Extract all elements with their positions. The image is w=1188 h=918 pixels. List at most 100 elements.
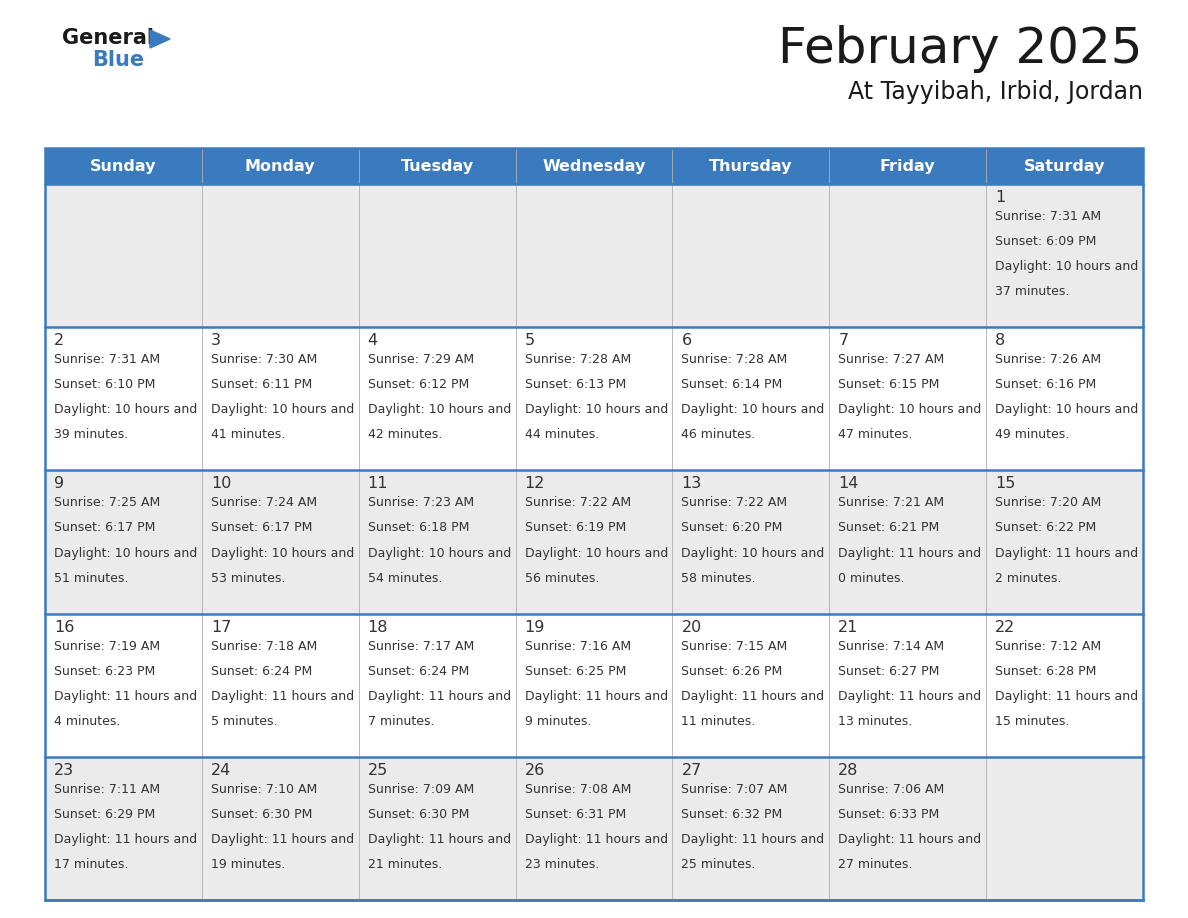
Bar bbox=[45, 327, 202, 470]
Text: Sunrise: 7:11 AM: Sunrise: 7:11 AM bbox=[53, 783, 160, 796]
Bar bbox=[829, 470, 986, 613]
Text: 22: 22 bbox=[996, 620, 1016, 634]
Text: 5 minutes.: 5 minutes. bbox=[210, 715, 277, 728]
Text: Sunset: 6:25 PM: Sunset: 6:25 PM bbox=[525, 665, 626, 677]
Text: Sunset: 6:32 PM: Sunset: 6:32 PM bbox=[682, 808, 783, 821]
Bar bbox=[986, 756, 1143, 900]
Text: Sunset: 6:31 PM: Sunset: 6:31 PM bbox=[525, 808, 626, 821]
Bar bbox=[45, 470, 202, 613]
Text: Sunset: 6:10 PM: Sunset: 6:10 PM bbox=[53, 378, 156, 391]
Text: 27: 27 bbox=[682, 763, 702, 778]
Text: At Tayyibah, Irbid, Jordan: At Tayyibah, Irbid, Jordan bbox=[848, 80, 1143, 104]
Text: 24: 24 bbox=[210, 763, 232, 778]
Bar bbox=[829, 613, 986, 756]
Text: Daylight: 11 hours and: Daylight: 11 hours and bbox=[53, 833, 197, 845]
Text: Daylight: 10 hours and: Daylight: 10 hours and bbox=[368, 546, 511, 559]
Text: 14: 14 bbox=[839, 476, 859, 491]
Text: Sunrise: 7:14 AM: Sunrise: 7:14 AM bbox=[839, 640, 944, 653]
Text: 49 minutes.: 49 minutes. bbox=[996, 429, 1069, 442]
Text: 13: 13 bbox=[682, 476, 702, 491]
Text: Daylight: 10 hours and: Daylight: 10 hours and bbox=[368, 403, 511, 417]
Text: Daylight: 11 hours and: Daylight: 11 hours and bbox=[682, 833, 824, 845]
Text: Daylight: 11 hours and: Daylight: 11 hours and bbox=[682, 689, 824, 702]
Text: Daylight: 11 hours and: Daylight: 11 hours and bbox=[525, 833, 668, 845]
Text: 5: 5 bbox=[525, 333, 535, 348]
Text: Saturday: Saturday bbox=[1024, 159, 1105, 174]
Bar bbox=[829, 327, 986, 470]
Bar bbox=[45, 148, 1143, 184]
Text: Sunrise: 7:23 AM: Sunrise: 7:23 AM bbox=[368, 497, 474, 509]
Text: Sunrise: 7:31 AM: Sunrise: 7:31 AM bbox=[53, 353, 160, 366]
Text: Sunrise: 7:30 AM: Sunrise: 7:30 AM bbox=[210, 353, 317, 366]
Text: Daylight: 10 hours and: Daylight: 10 hours and bbox=[210, 546, 354, 559]
Text: 15: 15 bbox=[996, 476, 1016, 491]
Bar bbox=[359, 184, 516, 327]
Text: Sunset: 6:17 PM: Sunset: 6:17 PM bbox=[210, 521, 312, 534]
Text: 0 minutes.: 0 minutes. bbox=[839, 572, 905, 585]
Text: Sunrise: 7:31 AM: Sunrise: 7:31 AM bbox=[996, 210, 1101, 223]
Text: 10: 10 bbox=[210, 476, 232, 491]
Text: Daylight: 10 hours and: Daylight: 10 hours and bbox=[996, 403, 1138, 417]
Text: 2 minutes.: 2 minutes. bbox=[996, 572, 1062, 585]
Text: 9 minutes.: 9 minutes. bbox=[525, 715, 590, 728]
Text: Daylight: 10 hours and: Daylight: 10 hours and bbox=[682, 403, 824, 417]
Text: 17: 17 bbox=[210, 620, 232, 634]
Bar bbox=[672, 613, 829, 756]
Text: 21 minutes.: 21 minutes. bbox=[368, 858, 442, 871]
Bar bbox=[45, 756, 202, 900]
Text: Sunrise: 7:17 AM: Sunrise: 7:17 AM bbox=[368, 640, 474, 653]
Text: 12: 12 bbox=[525, 476, 545, 491]
Text: Sunset: 6:21 PM: Sunset: 6:21 PM bbox=[839, 521, 940, 534]
Text: Sunrise: 7:29 AM: Sunrise: 7:29 AM bbox=[368, 353, 474, 366]
Text: 39 minutes.: 39 minutes. bbox=[53, 429, 128, 442]
Text: Sunrise: 7:24 AM: Sunrise: 7:24 AM bbox=[210, 497, 317, 509]
Text: 28: 28 bbox=[839, 763, 859, 778]
Text: 23: 23 bbox=[53, 763, 74, 778]
Bar bbox=[986, 613, 1143, 756]
Text: Thursday: Thursday bbox=[709, 159, 792, 174]
Text: 46 minutes.: 46 minutes. bbox=[682, 429, 756, 442]
Text: 7: 7 bbox=[839, 333, 848, 348]
Text: 23 minutes.: 23 minutes. bbox=[525, 858, 599, 871]
Text: Sunset: 6:23 PM: Sunset: 6:23 PM bbox=[53, 665, 156, 677]
Text: Sunrise: 7:28 AM: Sunrise: 7:28 AM bbox=[682, 353, 788, 366]
Bar bbox=[359, 327, 516, 470]
Text: 1: 1 bbox=[996, 190, 1005, 205]
Text: 41 minutes.: 41 minutes. bbox=[210, 429, 285, 442]
Text: 8: 8 bbox=[996, 333, 1005, 348]
Text: 53 minutes.: 53 minutes. bbox=[210, 572, 285, 585]
Text: Sunrise: 7:28 AM: Sunrise: 7:28 AM bbox=[525, 353, 631, 366]
Bar bbox=[202, 613, 359, 756]
Text: 11 minutes.: 11 minutes. bbox=[682, 715, 756, 728]
Text: Sunset: 6:12 PM: Sunset: 6:12 PM bbox=[368, 378, 469, 391]
Bar bbox=[516, 613, 672, 756]
Bar bbox=[359, 470, 516, 613]
Text: 15 minutes.: 15 minutes. bbox=[996, 715, 1069, 728]
Text: 19 minutes.: 19 minutes. bbox=[210, 858, 285, 871]
Text: 20: 20 bbox=[682, 620, 702, 634]
Text: 56 minutes.: 56 minutes. bbox=[525, 572, 599, 585]
Text: Sunrise: 7:25 AM: Sunrise: 7:25 AM bbox=[53, 497, 160, 509]
Text: 54 minutes.: 54 minutes. bbox=[368, 572, 442, 585]
Text: Monday: Monday bbox=[245, 159, 316, 174]
Bar bbox=[45, 148, 1143, 900]
Text: Sunset: 6:22 PM: Sunset: 6:22 PM bbox=[996, 521, 1097, 534]
Text: Daylight: 10 hours and: Daylight: 10 hours and bbox=[525, 403, 668, 417]
Text: Sunset: 6:27 PM: Sunset: 6:27 PM bbox=[839, 665, 940, 677]
Text: Daylight: 11 hours and: Daylight: 11 hours and bbox=[839, 689, 981, 702]
Bar bbox=[359, 613, 516, 756]
Text: Sunrise: 7:15 AM: Sunrise: 7:15 AM bbox=[682, 640, 788, 653]
Text: General: General bbox=[62, 28, 154, 48]
Text: 17 minutes.: 17 minutes. bbox=[53, 858, 128, 871]
Text: 27 minutes.: 27 minutes. bbox=[839, 858, 912, 871]
Bar bbox=[986, 184, 1143, 327]
Text: 2: 2 bbox=[53, 333, 64, 348]
Text: Daylight: 11 hours and: Daylight: 11 hours and bbox=[996, 689, 1138, 702]
Text: Sunset: 6:30 PM: Sunset: 6:30 PM bbox=[368, 808, 469, 821]
Text: 16: 16 bbox=[53, 620, 75, 634]
Text: Sunrise: 7:12 AM: Sunrise: 7:12 AM bbox=[996, 640, 1101, 653]
Text: Daylight: 11 hours and: Daylight: 11 hours and bbox=[996, 546, 1138, 559]
Bar bbox=[986, 470, 1143, 613]
Text: 6: 6 bbox=[682, 333, 691, 348]
Text: Sunrise: 7:26 AM: Sunrise: 7:26 AM bbox=[996, 353, 1101, 366]
